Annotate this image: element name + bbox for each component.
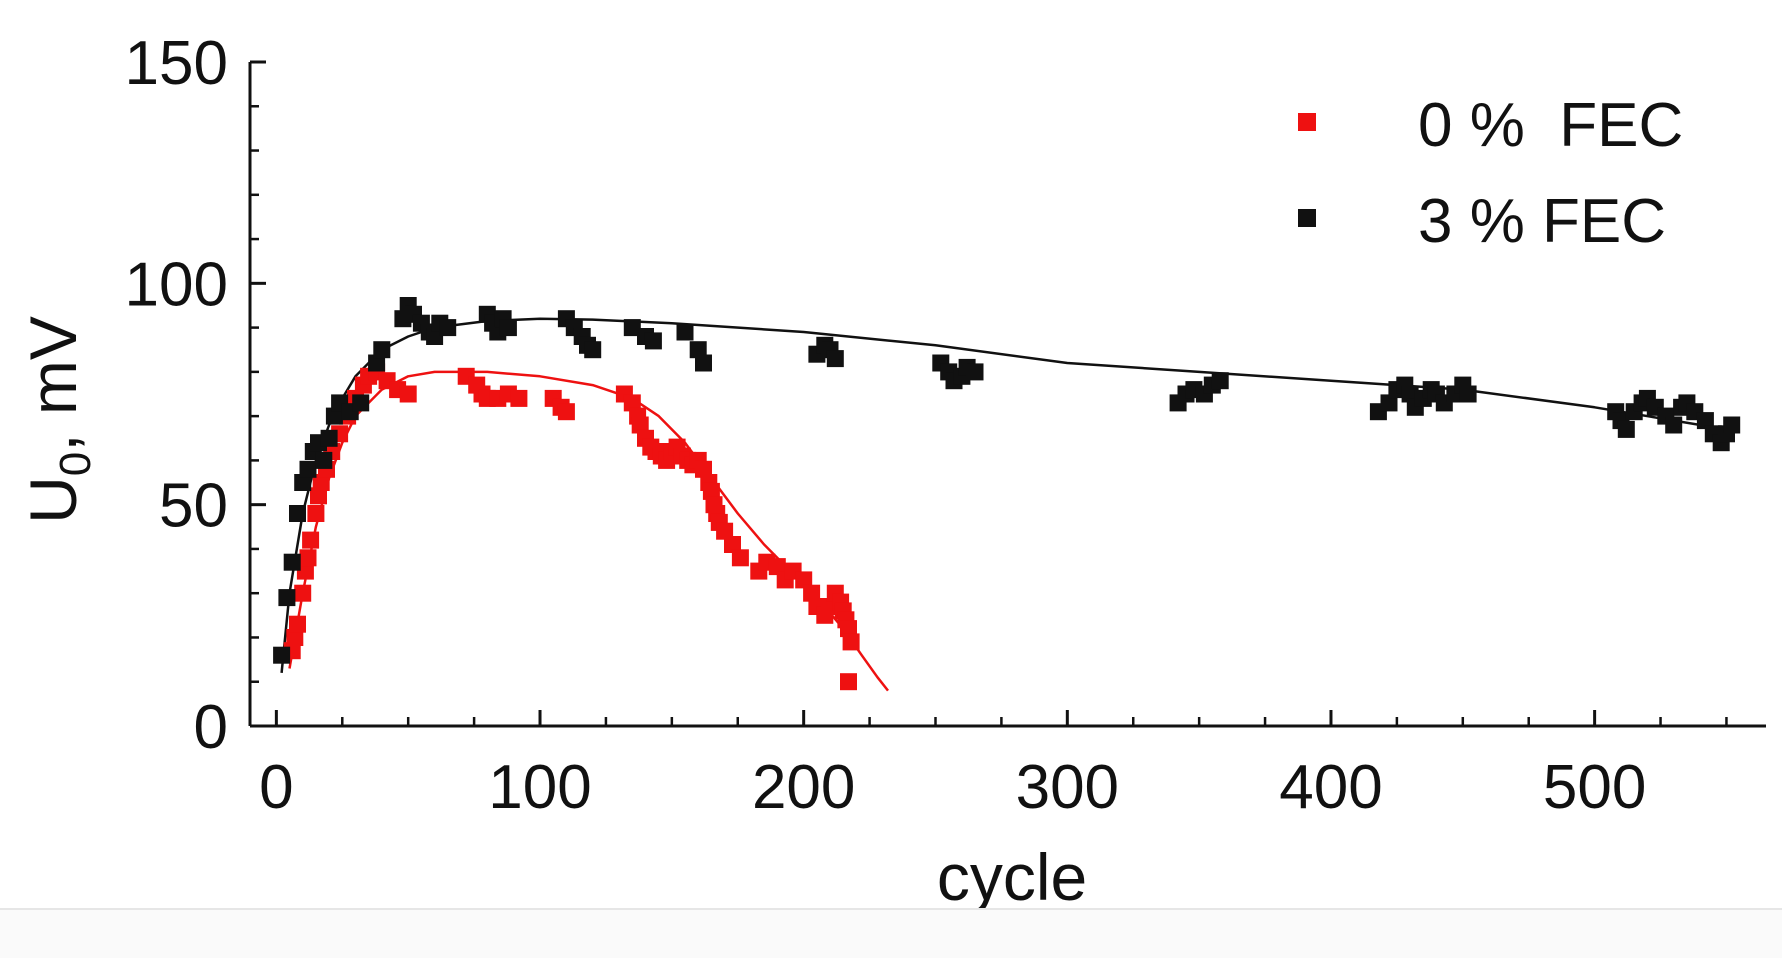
series-0-point (294, 584, 312, 602)
series-1-point (325, 407, 343, 425)
series-1-point (1617, 420, 1635, 438)
series-1-point (368, 354, 386, 372)
x-axis-title: cycle (937, 840, 1087, 914)
y-tick-label: 0 (194, 693, 228, 762)
series-1-point (299, 460, 317, 478)
series-0-point (695, 460, 712, 478)
series-0-point (702, 482, 720, 500)
x-tick-label: 0 (259, 753, 293, 822)
axes (248, 60, 1766, 728)
series-1-point (373, 341, 391, 359)
series-1-point (695, 354, 712, 372)
x-tick-label: 500 (1543, 753, 1646, 822)
series-1-point (320, 429, 338, 447)
legend-label-1: 3 % FEC (1418, 187, 1666, 256)
y-axis-title-main: U (16, 476, 90, 524)
x-tick-label: 300 (1016, 753, 1119, 822)
y-axis-title: U0, mV (16, 316, 100, 524)
legend-marker-0 (1298, 113, 1316, 131)
series-1-point (273, 646, 291, 664)
series-1-point (584, 341, 602, 359)
data-points (273, 297, 1741, 691)
series-1-point (676, 323, 694, 341)
series-0-point (302, 531, 320, 549)
series-1-point (289, 505, 306, 522)
series-1-point (1401, 385, 1419, 403)
series-1-point (966, 363, 984, 381)
series-0-point (716, 522, 734, 540)
series-1-point (426, 328, 444, 345)
x-tick-label: 200 (752, 753, 855, 822)
series-1-point (1723, 416, 1741, 434)
series-1-point (352, 394, 370, 412)
series-1-point (1665, 416, 1683, 434)
series-0-point (840, 673, 857, 691)
series-0-point (623, 394, 641, 412)
series-1-point (689, 341, 707, 359)
series-1-point (499, 319, 517, 337)
y-tick-label: 50 (159, 472, 228, 541)
series-1-point (1211, 372, 1229, 390)
y-tick-label: 100 (125, 250, 228, 319)
tick-labels: 0 100 200 300 400 500 0 50 100 150 (125, 29, 1647, 822)
series-0-point (296, 562, 314, 580)
series-0-point (310, 487, 327, 505)
series-1-point (439, 319, 457, 337)
fit-curves (280, 317, 1727, 692)
series-0-point (840, 620, 857, 638)
series-1-point (294, 474, 312, 491)
series-1-point (1459, 385, 1477, 403)
series-1-point (1380, 394, 1398, 412)
series-1-point (1696, 412, 1714, 430)
series-0-point (312, 474, 330, 491)
bottom-strip (0, 908, 1782, 958)
series-0-point (731, 549, 749, 567)
legend-marker-1 (1298, 209, 1316, 227)
series-0-point (631, 416, 649, 434)
series-0-point (842, 633, 860, 651)
y-tick-label: 150 (125, 29, 228, 98)
series-0-point (510, 389, 528, 407)
y-axis-title-suffix: , mV (16, 316, 90, 452)
series-1-point (644, 332, 662, 350)
series-1-point (315, 451, 333, 469)
x-tick-label: 100 (488, 753, 591, 822)
series-0-point (724, 536, 741, 553)
series-1-point (826, 350, 844, 368)
x-tick-label: 400 (1279, 753, 1382, 822)
fit-curve-0 (288, 370, 889, 692)
series-0-point (299, 549, 317, 567)
y-axis-title-subscript: 0 (51, 452, 100, 476)
series-1-point (278, 589, 296, 607)
legend: 0 % FEC 3 % FEC (1298, 91, 1683, 256)
series-0-point (286, 629, 304, 646)
series-1-point (283, 553, 301, 571)
series-0-point (803, 584, 821, 602)
series-0-point (399, 385, 417, 403)
series-0-point (289, 615, 306, 633)
legend-label-0: 0 % FEC (1418, 91, 1683, 160)
series-0-point (557, 403, 575, 421)
series-0-point (307, 505, 325, 522)
series-0-point (795, 571, 813, 589)
series-1-point (623, 319, 641, 337)
series-0-point (768, 558, 786, 576)
